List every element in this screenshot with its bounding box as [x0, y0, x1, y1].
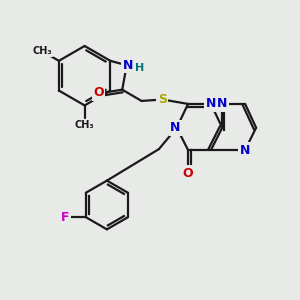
Text: N: N	[123, 59, 134, 72]
Text: O: O	[93, 86, 104, 99]
Text: N: N	[217, 98, 227, 110]
Text: CH₃: CH₃	[32, 46, 52, 56]
Text: N: N	[170, 121, 181, 134]
Text: H: H	[135, 63, 145, 73]
Text: N: N	[206, 98, 216, 110]
Text: N: N	[240, 143, 250, 157]
Text: CH₃: CH₃	[75, 120, 94, 130]
Text: S: S	[158, 93, 167, 106]
Text: O: O	[183, 167, 194, 180]
Text: F: F	[61, 211, 70, 224]
